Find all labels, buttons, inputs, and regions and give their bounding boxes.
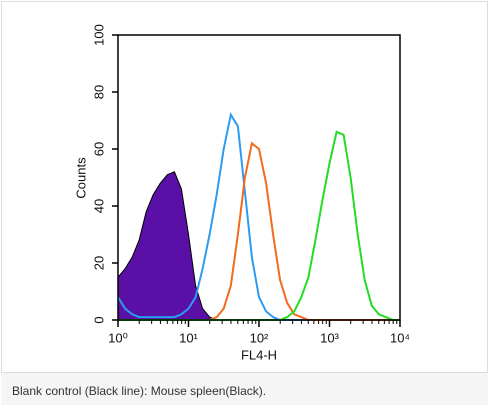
x-tick-label: 10² — [250, 330, 269, 345]
x-tick-label: 10⁴ — [390, 330, 410, 345]
y-tick-label: 80 — [91, 85, 106, 99]
chart: FL4-H Counts 0 20 40 60 80 100 10⁰ 10¹ 10² 10³ 10⁴ — [73, 24, 411, 363]
x-axis-label: FL4-H — [241, 347, 277, 362]
x-tick-label: 10¹ — [179, 330, 198, 345]
x-tick-label: 10³ — [320, 330, 339, 345]
caption: Blank control (Black line): Mouse spleen… — [1, 372, 488, 405]
y-tick-label: 60 — [91, 142, 106, 156]
y-tick-label: 0 — [91, 316, 106, 323]
y-tick-label: 100 — [91, 24, 106, 46]
y-tick-label: 40 — [91, 199, 106, 213]
x-tick-label: 10⁰ — [108, 330, 128, 345]
y-axis-label: Counts — [73, 157, 88, 199]
y-tick-label: 20 — [91, 256, 106, 270]
